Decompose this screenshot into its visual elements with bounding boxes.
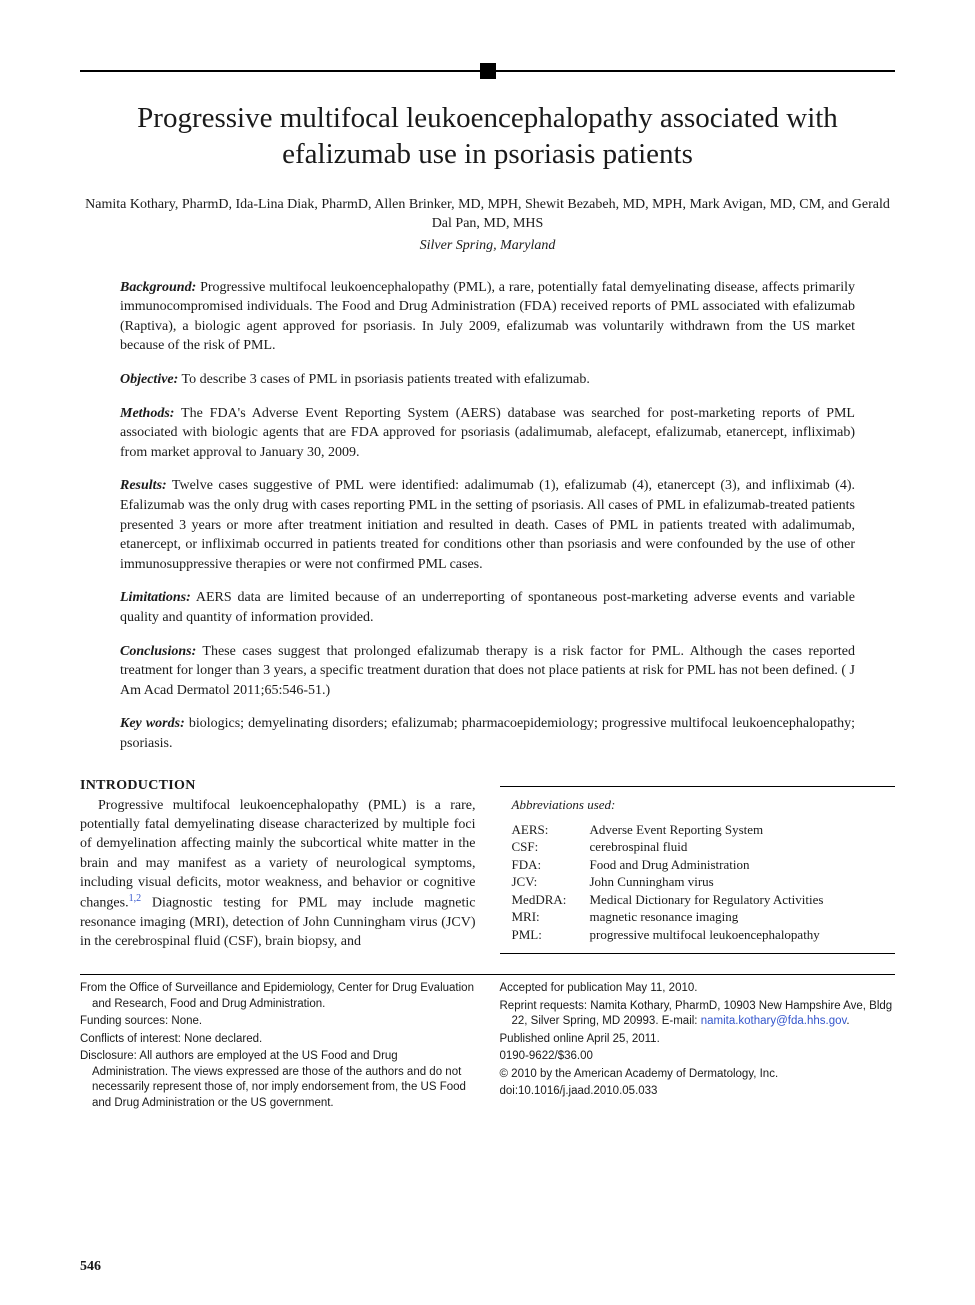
author-location: Silver Spring, Maryland <box>80 238 895 254</box>
abstract-conclusions: Conclusions: These cases suggest that pr… <box>120 642 855 701</box>
abstract-background: Background: Progressive multifocal leuko… <box>120 278 855 356</box>
footer-right-column: Accepted for publication May 11, 2010. R… <box>500 981 896 1113</box>
abstract-text: These cases suggest that prolonged efali… <box>120 644 855 698</box>
article-title: Progressive multifocal leukoencephalopat… <box>80 100 895 173</box>
abbreviation-key: JCV: <box>512 873 590 891</box>
abbreviation-value: John Cunningham virus <box>590 873 884 891</box>
abbreviation-row: FDA:Food and Drug Administration <box>512 856 884 874</box>
abbreviation-row: JCV:John Cunningham virus <box>512 873 884 891</box>
abstract-label: Key words: <box>120 716 185 731</box>
page-number: 546 <box>80 1259 101 1275</box>
abbreviation-value: Adverse Event Reporting System <box>590 821 884 839</box>
abbreviation-row: MRI:magnetic resonance imaging <box>512 908 884 926</box>
abstract-label: Limitations: <box>120 590 191 605</box>
abstract-text: The FDA's Adverse Event Reporting System… <box>120 406 855 460</box>
abstract-results: Results: Twelve cases suggestive of PML … <box>120 476 855 574</box>
footer-block: From the Office of Surveillance and Epid… <box>80 974 895 1113</box>
email-link[interactable]: namita.kothary@fda.hhs.gov <box>701 1015 847 1027</box>
abbreviation-value: Food and Drug Administration <box>590 856 884 874</box>
abstract-text: AERS data are limited because of an unde… <box>120 590 855 625</box>
abstract-text: To describe 3 cases of PML in psoriasis … <box>178 372 590 387</box>
abbreviation-key: PML: <box>512 926 590 944</box>
abstract-block: Background: Progressive multifocal leuko… <box>120 278 855 754</box>
author-list: Namita Kothary, PharmD, Ida-Lina Diak, P… <box>80 195 895 234</box>
abbreviation-key: MRI: <box>512 908 590 926</box>
abbreviation-value: magnetic resonance imaging <box>590 908 884 926</box>
abstract-limitations: Limitations: AERS data are limited becau… <box>120 588 855 627</box>
right-column: Abbreviations used: AERS:Adverse Event R… <box>500 778 896 955</box>
abbreviation-value: progressive multifocal leukoencephalopat… <box>590 926 884 944</box>
doi-link[interactable]: doi:10.1016/j.jaad.2010.05.033 <box>500 1084 896 1100</box>
left-column: INTRODUCTION Progressive multifocal leuk… <box>80 778 476 955</box>
abstract-text: Twelve cases suggestive of PML were iden… <box>120 478 855 571</box>
abstract-text: Progressive multifocal leukoencephalopat… <box>120 280 855 354</box>
reprint-requests: Reprint requests: Namita Kothary, PharmD… <box>500 999 896 1030</box>
abstract-methods: Methods: The FDA's Adverse Event Reporti… <box>120 404 855 463</box>
copyright-notice: © 2010 by the American Academy of Dermat… <box>500 1067 896 1083</box>
abbreviation-row: MedDRA:Medical Dictionary for Regulatory… <box>512 891 884 909</box>
abbreviation-row: CSF:cerebrospinal fluid <box>512 838 884 856</box>
abbreviation-key: MedDRA: <box>512 891 590 909</box>
abstract-label: Objective: <box>120 372 178 387</box>
abbreviation-key: FDA: <box>512 856 590 874</box>
abbreviation-key: AERS: <box>512 821 590 839</box>
footer-note: From the Office of Surveillance and Epid… <box>80 981 476 1012</box>
reprint-text-post: . <box>846 1015 849 1027</box>
abbreviations-box: Abbreviations used: AERS:Adverse Event R… <box>500 786 896 955</box>
abbreviation-value: Medical Dictionary for Regulatory Activi… <box>590 891 884 909</box>
abstract-label: Background: <box>120 280 196 295</box>
footer-note: Funding sources: None. <box>80 1014 476 1030</box>
main-columns: INTRODUCTION Progressive multifocal leuk… <box>80 778 895 955</box>
introduction-heading: INTRODUCTION <box>80 778 476 794</box>
published-date: Published online April 25, 2011. <box>500 1032 896 1048</box>
issn-price: 0190-9622/$36.00 <box>500 1049 896 1065</box>
abstract-text: biologics; demyelinating disorders; efal… <box>120 716 855 751</box>
abstract-objective: Objective: To describe 3 cases of PML in… <box>120 370 855 390</box>
abbreviations-list: AERS:Adverse Event Reporting SystemCSF:c… <box>512 821 884 944</box>
footer-note: Disclosure: All authors are employed at … <box>80 1049 476 1111</box>
abbreviation-value: cerebrospinal fluid <box>590 838 884 856</box>
abbreviation-key: CSF: <box>512 838 590 856</box>
abstract-label: Conclusions: <box>120 644 196 659</box>
introduction-paragraph: Progressive multifocal leukoencephalopat… <box>80 796 476 952</box>
accepted-date: Accepted for publication May 11, 2010. <box>500 981 896 997</box>
footer-note: Conflicts of interest: None declared. <box>80 1032 476 1048</box>
abstract-label: Methods: <box>120 406 174 421</box>
citation-link[interactable]: 1,2 <box>129 893 142 904</box>
abbreviations-title: Abbreviations used: <box>512 797 884 813</box>
footer-left-column: From the Office of Surveillance and Epid… <box>80 981 476 1113</box>
abbreviation-row: AERS:Adverse Event Reporting System <box>512 821 884 839</box>
title-rule-decoration <box>80 60 895 80</box>
abstract-label: Results: <box>120 478 167 493</box>
abbreviation-row: PML:progressive multifocal leukoencephal… <box>512 926 884 944</box>
abstract-keywords: Key words: biologics; demyelinating diso… <box>120 714 855 753</box>
